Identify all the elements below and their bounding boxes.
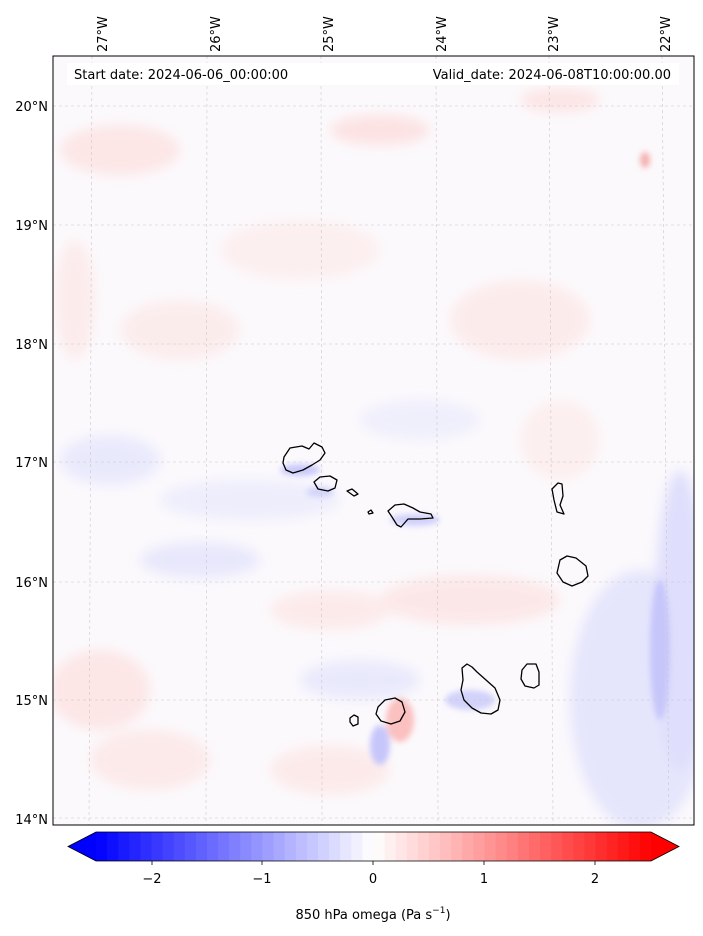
lon-tick-label: 26°W (209, 16, 224, 52)
lat-tick-label: 16°N (15, 576, 48, 591)
colorbar-segment (173, 832, 186, 861)
lat-tick-label: 20°N (15, 100, 48, 115)
island-sao-nicolau (387, 503, 434, 528)
colorbar-segment (484, 832, 497, 861)
colorbar-extend-high (651, 832, 679, 861)
longitude-labels: 27°W 26°W 25°W 24°W 23°W 22°W (96, 16, 674, 52)
colorbar-segment (351, 832, 363, 861)
colorbar-extend-low (68, 832, 96, 861)
colorbar-segment (207, 832, 219, 861)
lat-tick-label: 17°N (15, 456, 48, 471)
colorbar-segment (562, 832, 574, 861)
colorbar-segment (451, 832, 463, 861)
colorbar-segment (639, 832, 652, 861)
colorbar-segment (184, 832, 197, 861)
lon-tick-label: 24°W (435, 16, 450, 52)
gridlines (53, 56, 694, 825)
colorbar-tick-label: −2 (142, 872, 161, 887)
colorbar-segment (595, 832, 608, 861)
lon-tick-label: 27°W (96, 16, 111, 52)
colorbar-segment (440, 832, 452, 861)
colorbar-segment (329, 832, 341, 861)
latitude-labels: 20°N 19°N 18°N 17°N 16°N 15°N 14°N (15, 100, 48, 828)
colorbar-segment (417, 832, 430, 861)
island-sal (551, 482, 565, 515)
colorbar-segment (284, 832, 297, 861)
colorbar-segment (362, 832, 375, 861)
colorbar-segment (540, 832, 552, 861)
map-frame (52, 55, 695, 826)
colorbar-outline (67, 831, 680, 862)
lon-tick-label: 23°W (547, 16, 562, 52)
colorbar-tick-label: 0 (369, 872, 377, 887)
colorbar-segment (495, 832, 508, 861)
colorbar-segment (118, 832, 130, 861)
colorbar-segment (273, 832, 286, 861)
colorbar-segment (473, 832, 486, 861)
colorbar-segment (218, 832, 230, 861)
colorbar-segment (373, 832, 386, 861)
colorbar-segment (617, 832, 630, 861)
island-branco (367, 509, 374, 515)
colorbar-segment (606, 832, 619, 861)
colorbar-segment (340, 832, 352, 861)
colorbar-segment (229, 832, 241, 861)
colorbar-segment (384, 832, 397, 861)
island-sao-vicente (313, 475, 338, 492)
colorbar-ticks (151, 861, 596, 865)
colorbar-segment (295, 832, 308, 861)
colorbar-segment (151, 832, 164, 861)
island-santa-luzia (346, 488, 359, 497)
colorbar-segments (96, 832, 652, 861)
colorbar-segment (462, 832, 474, 861)
island-brava (349, 714, 359, 727)
colorbar-segment (162, 832, 175, 861)
island-coastlines (282, 442, 589, 727)
lon-tick-label: 25°W (322, 16, 337, 52)
colorbar-segment (628, 832, 641, 861)
colorbar-segment (506, 832, 519, 861)
colorbar-label-main: 850 hPa omega (Pa s (295, 908, 432, 923)
lat-tick-label: 19°N (15, 219, 48, 234)
colorbar: −2 −1 0 1 2 850 hPa omega (Pa s−1) (67, 831, 680, 923)
omega-field (53, 88, 694, 825)
colorbar-label-sup: −1 (432, 906, 445, 916)
colorbar-segment (573, 832, 585, 861)
colorbar-segment (140, 832, 153, 861)
island-maio (520, 663, 540, 689)
info-box (67, 63, 679, 85)
start-date-label: Start date: 2024-06-06_00:00:00 (74, 68, 288, 83)
colorbar-label: 850 hPa omega (Pa s−1) (295, 906, 450, 923)
colorbar-segment (251, 832, 264, 861)
lat-tick-label: 15°N (15, 694, 48, 709)
colorbar-segment (584, 832, 597, 861)
colorbar-label-tail: ) (445, 908, 450, 923)
island-boa-vista (556, 555, 589, 587)
colorbar-tick-label: −1 (252, 872, 271, 887)
island-fogo (375, 697, 406, 725)
colorbar-segment (306, 832, 319, 861)
island-santo-antao (282, 442, 326, 474)
colorbar-tick-label: 1 (480, 872, 488, 887)
island-santiago (460, 663, 501, 715)
colorbar-segment (517, 832, 530, 861)
colorbar-segment (395, 832, 408, 861)
lat-tick-label: 14°N (15, 813, 48, 828)
colorbar-segment (262, 832, 275, 861)
colorbar-tick-label: 2 (591, 872, 599, 887)
lon-tick-label: 22°W (659, 16, 674, 52)
lat-tick-label: 18°N (15, 338, 48, 353)
colorbar-segment (129, 832, 141, 861)
colorbar-segment (107, 832, 119, 861)
colorbar-segment (318, 832, 330, 861)
valid-date-label: Valid_date: 2024-06-08T10:00:00.00 (433, 68, 671, 83)
colorbar-segment (528, 832, 541, 861)
colorbar-segment (551, 832, 563, 861)
colorbar-segment (406, 832, 419, 861)
colorbar-segment (240, 832, 252, 861)
colorbar-segment (429, 832, 441, 861)
colorbar-segment (195, 832, 208, 861)
colorbar-segment (96, 832, 108, 861)
